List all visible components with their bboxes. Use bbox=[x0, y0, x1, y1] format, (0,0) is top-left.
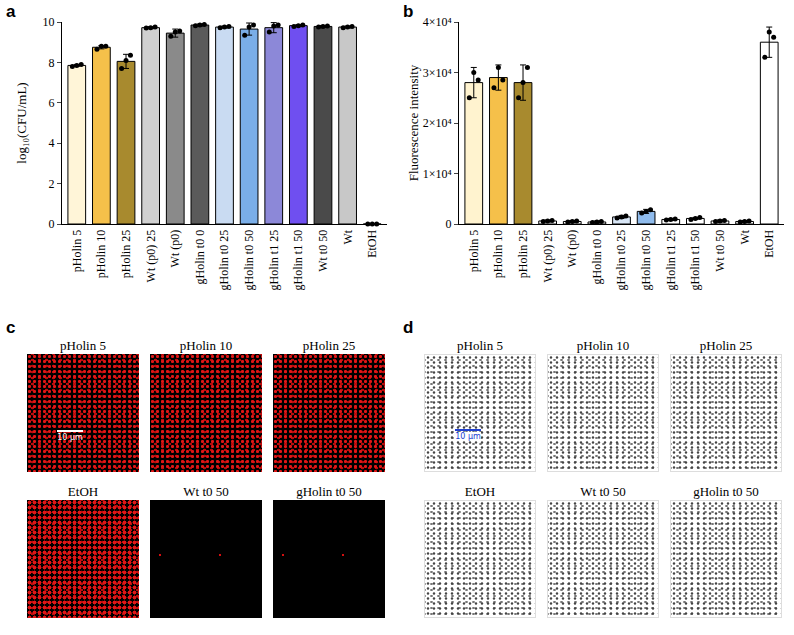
svg-text:EtOH: EtOH bbox=[365, 229, 379, 257]
svg-text:gHolin t1 50: gHolin t1 50 bbox=[291, 230, 305, 291]
html-text:d: d bbox=[403, 318, 414, 337]
html-text:EtOH: EtOH bbox=[464, 484, 496, 499]
html-text:Wt t0 50: Wt t0 50 bbox=[183, 484, 229, 499]
svg-text:6: 6 bbox=[49, 96, 55, 110]
svg-text:1×10⁴: 1×10⁴ bbox=[423, 167, 452, 181]
svg-text:pHolin 5: pHolin 5 bbox=[467, 230, 481, 272]
svg-text:Wt t0 50: Wt t0 50 bbox=[713, 230, 727, 272]
svg-text:Wt (p0) 25: Wt (p0) 25 bbox=[541, 230, 555, 283]
html-text:10 µm: 10 µm bbox=[57, 433, 83, 442]
svg-text:gHolin t0 0: gHolin t0 0 bbox=[193, 230, 207, 285]
svg-text:2×10⁴: 2×10⁴ bbox=[423, 116, 452, 130]
svg-text:3×10⁴: 3×10⁴ bbox=[423, 66, 452, 80]
svg-text:Wt: Wt bbox=[738, 229, 752, 244]
html-text:pHolin 10: pHolin 10 bbox=[179, 338, 233, 353]
svg-text:gHolin t1 25: gHolin t1 25 bbox=[267, 230, 281, 291]
svg-text:EtOH: EtOH bbox=[762, 229, 776, 257]
svg-text:Fluorescence intensity: Fluorescence intensity bbox=[406, 64, 421, 181]
html-text:pHolin 5: pHolin 5 bbox=[60, 338, 106, 353]
svg-text:pHolin 10: pHolin 10 bbox=[491, 230, 505, 278]
html-text:b: b bbox=[403, 2, 414, 21]
html-text:gHolin t0 50: gHolin t0 50 bbox=[296, 484, 362, 499]
svg-text:pHolin 5: pHolin 5 bbox=[70, 230, 84, 272]
svg-text:pHolin 10: pHolin 10 bbox=[94, 230, 108, 278]
svg-text:2: 2 bbox=[49, 177, 55, 191]
svg-text:10: 10 bbox=[43, 15, 55, 29]
svg-text:4: 4 bbox=[49, 136, 55, 150]
html-text:pHolin 25: pHolin 25 bbox=[302, 338, 356, 353]
svg-text:8: 8 bbox=[49, 56, 55, 70]
svg-text:Wt (p0): Wt (p0) bbox=[565, 230, 579, 268]
svg-text:Wt t0 50: Wt t0 50 bbox=[316, 230, 330, 272]
svg-text:Wt: Wt bbox=[341, 229, 355, 244]
svg-text:gHolin t1 25: gHolin t1 25 bbox=[664, 230, 678, 291]
svg-text:gHolin t0 25: gHolin t0 25 bbox=[217, 230, 231, 291]
svg-text:gHolin t0 25: gHolin t0 25 bbox=[614, 230, 628, 291]
html-text:Wt t0 50: Wt t0 50 bbox=[580, 484, 626, 499]
html-text:10 µm: 10 µm bbox=[455, 432, 481, 441]
svg-text:0: 0 bbox=[49, 217, 55, 231]
svg-text:0: 0 bbox=[446, 217, 452, 231]
html-text:pHolin 5: pHolin 5 bbox=[457, 338, 503, 353]
html-text:pHolin 10: pHolin 10 bbox=[576, 338, 630, 353]
svg-text:gHolin t0 50: gHolin t0 50 bbox=[242, 230, 256, 291]
html-text:gHolin t0 50: gHolin t0 50 bbox=[693, 484, 759, 499]
html-text:EtOH: EtOH bbox=[67, 484, 99, 499]
svg-text:Wt (p0): Wt (p0) bbox=[168, 230, 182, 268]
svg-text:4×10⁴: 4×10⁴ bbox=[423, 15, 452, 29]
svg-text:pHolin 25: pHolin 25 bbox=[119, 230, 133, 278]
svg-text:Wt (p0) 25: Wt (p0) 25 bbox=[144, 230, 158, 283]
svg-text:log₁₀(CFU/mL): log₁₀(CFU/mL) bbox=[14, 82, 29, 163]
svg-text:pHolin 25: pHolin 25 bbox=[516, 230, 530, 278]
svg-text:gHolin t0 50: gHolin t0 50 bbox=[639, 230, 653, 291]
html-text:pHolin 25: pHolin 25 bbox=[699, 338, 753, 353]
html-text:a: a bbox=[6, 2, 16, 21]
svg-text:gHolin t0 0: gHolin t0 0 bbox=[590, 230, 604, 285]
svg-text:gHolin t1 50: gHolin t1 50 bbox=[688, 230, 702, 291]
html-text:c: c bbox=[6, 318, 16, 337]
